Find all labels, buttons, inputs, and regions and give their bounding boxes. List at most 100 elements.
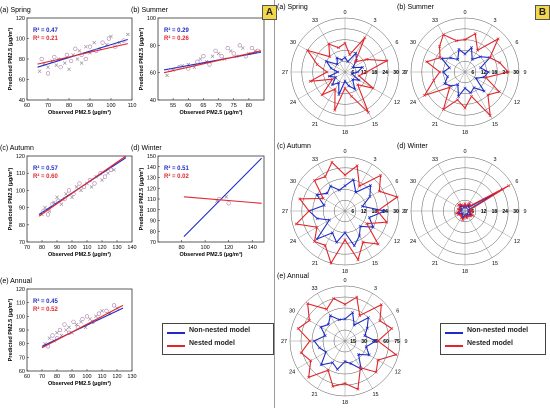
rd-winter-point-nested-23: [462, 204, 466, 208]
rd-spring-point-nonnested-17: [327, 74, 331, 78]
rd-summer-point-nonnested-17: [446, 75, 450, 79]
rd-autumn-point-nonnested-7: [367, 216, 371, 220]
rd-autumn-point-nested-1: [355, 164, 359, 168]
sc-spring-xlabel: Observed PM2.5 (μg/m³): [48, 109, 111, 116]
rd-autumn-angle-label-3: 9: [403, 209, 406, 215]
rd-annual-spoke-1: [344, 293, 373, 342]
sc-winter-chart: (d) Winter 80 100 120 140 70 80 90 100 110 120 130 1…: [131, 145, 265, 258]
rd-annual-spoke-7: [317, 340, 346, 389]
sc-annual-xtick-label-4: 100: [82, 374, 91, 380]
rd-annual-ring-label-0: 15: [350, 339, 356, 345]
rd-autumn-angle-label-8: 24: [290, 239, 296, 245]
legend-b-nested-label: Nested model: [467, 340, 513, 347]
rd-winter-angle-label-8: 24: [410, 239, 416, 245]
rd-summer-point-nested-12: [463, 106, 467, 110]
rd-autumn-spoke-7: [317, 210, 346, 258]
sc-autumn-xtick-label-7: 140: [127, 245, 136, 251]
rd-spring-point-nonnested-8: [357, 78, 361, 82]
rd-annual-point-nonnested-23: [337, 318, 341, 322]
rd-spring-spoke-11: [317, 25, 346, 73]
sc-spring-r2-nonnested: R² = 0.47: [33, 27, 59, 34]
rd-winter-ring-label-3: 24: [502, 209, 508, 215]
rd-annual-point-nested-20: [307, 318, 311, 322]
rd-autumn-spoke-2: [344, 183, 392, 212]
sc-annual-fit-nonnested: [41, 307, 124, 347]
sc-spring-point-nested-2: [52, 54, 57, 60]
rd-autumn-spoke-1: [344, 164, 373, 212]
sc-annual-point-nested-4: [62, 322, 67, 327]
rd-summer-point-nonnested-1: [470, 46, 474, 50]
rd-annual-point-nonnested-3: [366, 316, 370, 320]
sc-spring-point-nested-0: [39, 56, 44, 62]
rd-annual-point-nonnested-7: [364, 345, 368, 349]
rd-annual-point-nested-15: [307, 375, 311, 379]
rd-summer-point-nested-8: [497, 90, 501, 94]
rd-spring-point-nonnested-20: [324, 59, 328, 63]
rd-spring-point-nonnested-21: [335, 62, 339, 66]
rd-annual-point-nested-14: [326, 368, 330, 372]
rd-winter-spoke-10: [418, 183, 466, 212]
sc-autumn-r2-nonnested: R² = 0.57: [33, 165, 59, 172]
rd-summer-point-nonnested-20: [440, 56, 444, 61]
rd-autumn-point-nested-8: [365, 222, 369, 226]
rd-winter-point-nested-10: [466, 214, 470, 218]
sc-spring-xtick-label-1: 70: [45, 103, 51, 109]
rd-annual-point-nested-1: [355, 295, 359, 299]
rd-autumn-spoke-4: [344, 210, 392, 239]
rd-autumn-ring-label-2: 18: [372, 209, 378, 215]
rd-autumn-angle-label-5: 15: [372, 261, 378, 267]
rd-summer-point-nested-15: [448, 85, 452, 89]
rd-winter-point-nested-9: [468, 214, 472, 218]
sc-annual-ylabel: Predicted PM2.5 (μg/m³): [7, 299, 14, 362]
sc-spring-point-nonnested-17: [109, 34, 113, 39]
sc-winter-point-nonnested-1: [224, 195, 229, 199]
rd-summer-angle-label-11: 33: [432, 18, 438, 24]
rd-spring-point-nested-19: [315, 63, 319, 67]
sc-summer-point-nested-12: [249, 45, 254, 51]
rd-spring-angle-label-4: 12: [394, 100, 400, 106]
rd-autumn-spoke-5: [344, 210, 373, 258]
rd-spring-title: (a) Spring: [277, 4, 308, 11]
rd-spring-point-nested-8: [371, 86, 375, 90]
rd-spring-point-nested-23: [336, 46, 340, 50]
sc-autumn-ytick-label-1: 80: [19, 223, 25, 229]
sc-autumn-xtick-label-1: 80: [39, 245, 45, 251]
rd-spring-angle-label-10: 30: [290, 40, 296, 46]
rd-annual-point-nonnested-15: [319, 363, 323, 367]
sc-summer-point-nested-6: [213, 48, 218, 53]
sc-autumn-ytick-label-2: 90: [19, 206, 25, 212]
rd-annual-point-nonnested-18: [312, 339, 316, 343]
rd-annual-point-nested-6: [376, 339, 380, 343]
rd-spring-point-nonnested-5: [360, 65, 364, 69]
rd-annual-angle-label-11: 33: [311, 286, 317, 292]
rd-autumn-point-nested-17: [294, 222, 298, 226]
sc-annual-point-nested-13: [111, 303, 117, 308]
rd-summer-point-nested-23: [455, 39, 459, 43]
rd-summer-point-nonnested-12: [463, 86, 467, 90]
rd-autumn-point-nested-7: [385, 220, 389, 224]
sc-spring-xtick-label-2: 80: [66, 103, 72, 109]
sc-summer-xtick-label-1: 60: [185, 103, 191, 109]
rd-autumn-point-nonnested-1: [351, 178, 355, 182]
sc-annual-ytick-label-5: 110: [16, 301, 25, 307]
rd-spring-ring-label-2: 18: [372, 70, 378, 76]
sc-spring-point-nonnested-12: [83, 44, 88, 49]
rd-annual-angle-label-3: 9: [404, 339, 407, 345]
sc-autumn-point-nested-13: [108, 167, 114, 172]
rd-summer-point-nested-7: [484, 76, 488, 80]
sc-winter-fit-nested: [183, 196, 262, 204]
rd-spring-angle-label-9: 27: [282, 70, 288, 76]
legend-b-nested-line: [445, 345, 463, 347]
rd-annual-point-nonnested-0: [343, 317, 347, 321]
sc-spring-point-nested-3: [58, 65, 63, 70]
sc-spring-ytick-label-0: 40: [19, 98, 25, 104]
sc-summer-point-nested-8: [225, 45, 230, 51]
rd-summer-point-nonnested-14: [456, 82, 460, 86]
rd-annual-point-nested-23: [332, 296, 336, 301]
rd-autumn-point-nested-18: [307, 209, 311, 213]
rd-spring-chart: (a) Spring03691215182124273033612182430: [277, 4, 407, 136]
rd-winter-spoke-11: [437, 164, 466, 212]
